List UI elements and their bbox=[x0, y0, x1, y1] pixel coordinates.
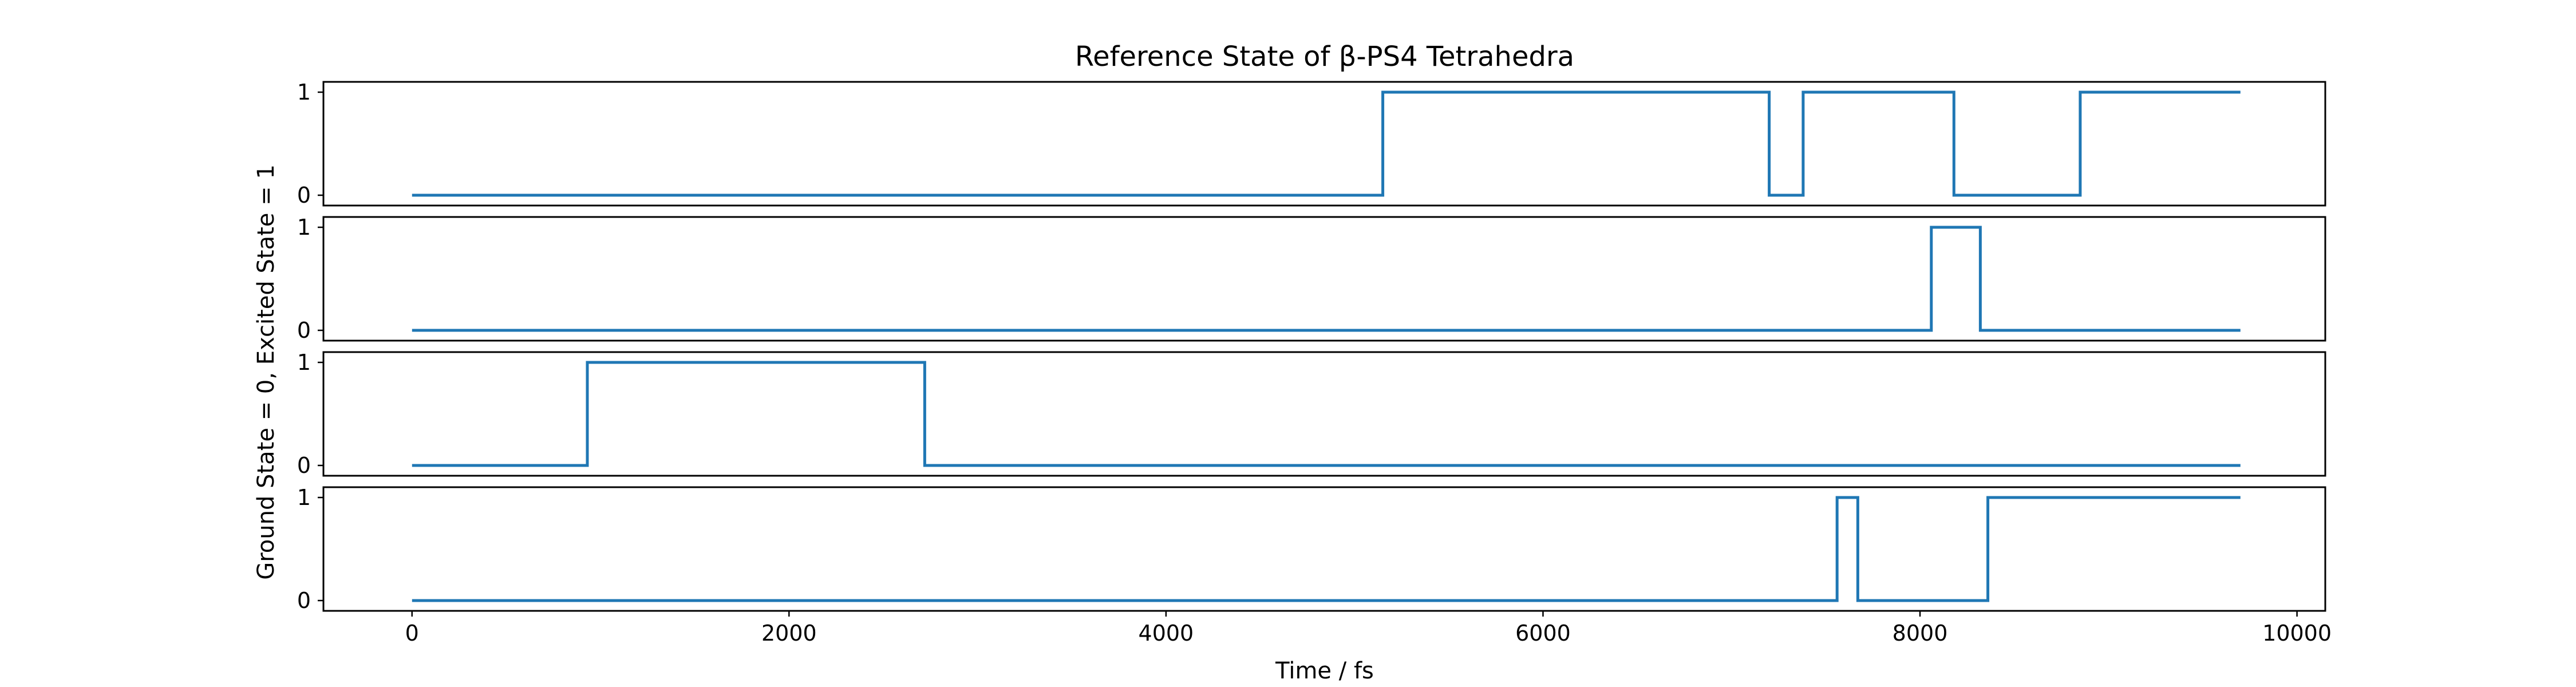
x-tick-label: 4000 bbox=[1139, 621, 1194, 646]
y-tick-label: 0 bbox=[297, 318, 311, 343]
x-axis: 0 2000 4000 6000 8000 10000 bbox=[405, 611, 2332, 646]
x-tick-label: 2000 bbox=[761, 621, 817, 646]
y-tick-label: 1 bbox=[297, 215, 311, 240]
panel-frame bbox=[322, 81, 2326, 207]
y-tick-label: 0 bbox=[297, 183, 311, 208]
x-tick-label: 0 bbox=[405, 621, 419, 646]
x-tick-label: 10000 bbox=[2262, 621, 2332, 646]
panel-2: 01 bbox=[297, 215, 2326, 343]
state-series-line bbox=[412, 90, 2241, 197]
panel-1: 01 bbox=[297, 80, 2326, 208]
x-tick-label: 6000 bbox=[1515, 621, 1571, 646]
y-axis-label: Ground State = 0, Excited State = 1 bbox=[253, 164, 279, 580]
y-tick-label: 0 bbox=[297, 588, 311, 613]
y-tick-label: 0 bbox=[297, 453, 311, 478]
y-tick-label: 1 bbox=[297, 80, 311, 105]
x-tick-label: 8000 bbox=[1893, 621, 1948, 646]
state-series-line bbox=[412, 361, 2241, 467]
chart-title: Reference State of β-PS4 Tetrahedra bbox=[1075, 41, 1574, 73]
panel-frame bbox=[322, 216, 2326, 342]
state-series-line bbox=[412, 496, 2241, 602]
y-tick-label: 1 bbox=[297, 350, 311, 375]
panel-frame bbox=[322, 486, 2326, 612]
panel-frame bbox=[322, 351, 2326, 477]
x-axis-label: Time / fs bbox=[1275, 658, 1374, 684]
panel-4: 01 bbox=[297, 485, 2326, 613]
y-tick-label: 1 bbox=[297, 485, 311, 510]
panel-3: 01 bbox=[297, 350, 2326, 478]
state-series-line bbox=[412, 226, 2241, 332]
